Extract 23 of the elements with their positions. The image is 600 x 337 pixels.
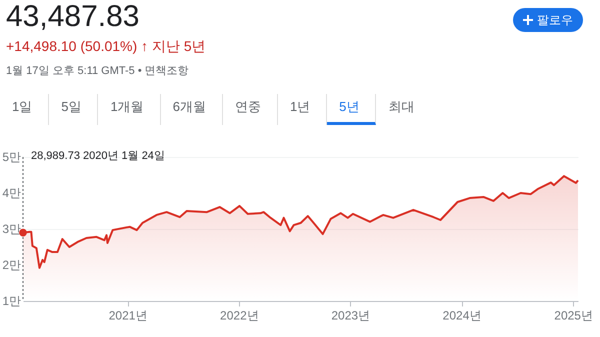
chart-subtitle: +14,498.10 (50.01%) ↑ 지난 5년 <box>6 38 206 56</box>
text: 팔로우 <box>537 12 573 28</box>
text: 5일 <box>49 94 98 125</box>
text: 5년 <box>327 94 376 125</box>
text: 연중 <box>222 94 278 125</box>
x-tick-label: 2022년 <box>220 308 259 322</box>
chart-title: 43,487.83 <box>6 0 140 34</box>
y-tick-label: 5만 <box>2 150 21 164</box>
text: 6개월 <box>160 94 223 125</box>
text: 최대 <box>387 98 416 116</box>
x-tick-label: 2024년 <box>442 308 482 322</box>
y-tick-label: 4만 <box>2 186 21 200</box>
y-tick-label: 1만 <box>2 294 21 308</box>
text: 1년 <box>278 94 328 125</box>
y-tick-label: 3만 <box>2 222 21 236</box>
x-tick-label: 2023년 <box>331 308 370 322</box>
annotation: 28,989.73 2020년 1월 24일 <box>31 150 165 162</box>
y-tick-label: 2만 <box>2 258 21 272</box>
x-tick-label: 2025년 <box>554 308 593 322</box>
text: 1월 17일 오후 5:11 GMT-5 • 면책조항 <box>6 64 189 78</box>
x-tick-label: 2021년 <box>108 308 148 322</box>
text: 1개월 <box>98 94 161 125</box>
text: 1일 <box>0 94 50 125</box>
